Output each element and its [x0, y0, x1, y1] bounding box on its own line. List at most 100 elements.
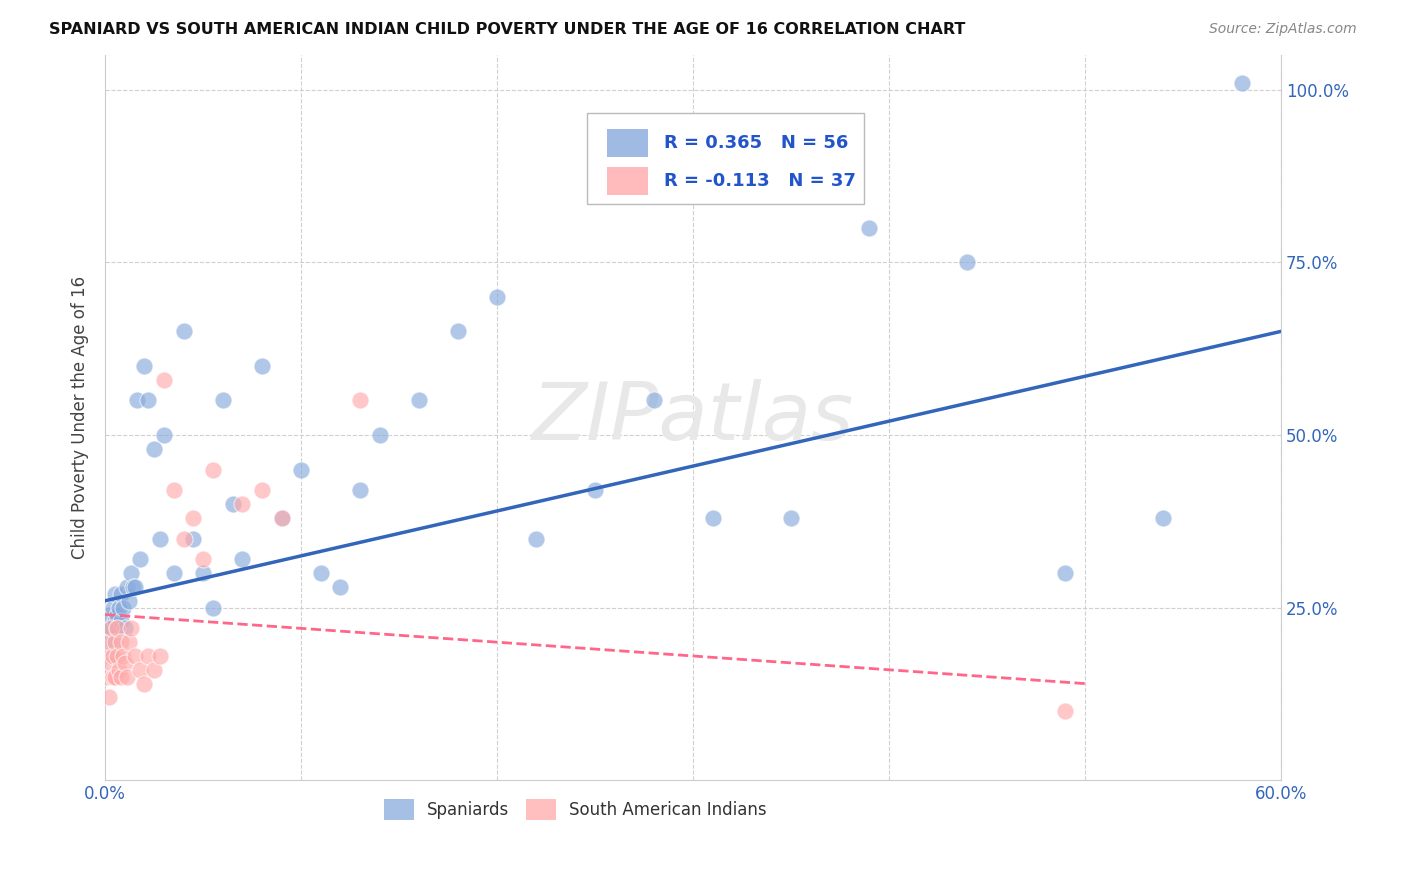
Point	[1054, 704, 1077, 718]
Point	[98, 690, 121, 705]
Text: R = 0.365   N = 56: R = 0.365 N = 56	[664, 134, 848, 152]
Point	[408, 393, 430, 408]
Point	[173, 532, 195, 546]
Point	[101, 670, 124, 684]
Point	[583, 483, 606, 498]
Point	[100, 621, 122, 635]
Point	[96, 648, 118, 663]
Point	[201, 462, 224, 476]
Point	[96, 621, 118, 635]
Point	[221, 497, 243, 511]
Point	[129, 552, 152, 566]
Point	[105, 621, 128, 635]
Point	[270, 511, 292, 525]
Point	[120, 566, 142, 581]
Point	[143, 663, 166, 677]
Point	[100, 656, 122, 670]
Point	[110, 615, 132, 629]
Point	[149, 648, 172, 663]
Point	[193, 552, 215, 566]
Point	[101, 635, 124, 649]
Point	[329, 580, 352, 594]
Point	[129, 663, 152, 677]
Point	[96, 670, 118, 684]
Point	[349, 483, 371, 498]
Point	[231, 552, 253, 566]
Point	[136, 648, 159, 663]
Point	[115, 580, 138, 594]
Point	[1054, 566, 1077, 581]
Point	[183, 532, 205, 546]
Point	[153, 428, 176, 442]
Point	[105, 648, 128, 663]
Point	[368, 428, 391, 442]
Point	[98, 635, 121, 649]
Point	[309, 566, 332, 581]
Point	[780, 511, 803, 525]
Point	[136, 393, 159, 408]
Point	[1230, 76, 1253, 90]
Point	[447, 325, 470, 339]
Point	[211, 393, 233, 408]
Point	[250, 483, 273, 498]
Point	[153, 373, 176, 387]
Point	[349, 393, 371, 408]
Point	[134, 676, 156, 690]
Point	[120, 621, 142, 635]
Point	[104, 670, 127, 684]
Point	[702, 511, 724, 525]
FancyBboxPatch shape	[607, 168, 648, 194]
Point	[105, 607, 128, 622]
Point	[114, 621, 136, 635]
Text: SPANIARD VS SOUTH AMERICAN INDIAN CHILD POVERTY UNDER THE AGE OF 16 CORRELATION : SPANIARD VS SOUTH AMERICAN INDIAN CHILD …	[49, 22, 966, 37]
Point	[115, 670, 138, 684]
Point	[100, 621, 122, 635]
Point	[486, 290, 509, 304]
Point	[104, 615, 127, 629]
Point	[100, 648, 122, 663]
Point	[524, 532, 547, 546]
Point	[118, 635, 141, 649]
Point	[163, 566, 186, 581]
Point	[858, 220, 880, 235]
Point	[110, 635, 132, 649]
Point	[121, 580, 143, 594]
Point	[104, 635, 127, 649]
FancyBboxPatch shape	[607, 129, 648, 156]
Point	[101, 600, 124, 615]
Point	[110, 587, 132, 601]
Point	[183, 511, 205, 525]
FancyBboxPatch shape	[588, 113, 863, 203]
Text: ZIPatlas: ZIPatlas	[531, 379, 855, 457]
Text: R = -0.113   N = 37: R = -0.113 N = 37	[664, 172, 856, 190]
Point	[231, 497, 253, 511]
Point	[98, 635, 121, 649]
Point	[105, 621, 128, 635]
Point	[101, 648, 124, 663]
Point	[111, 600, 134, 615]
Point	[124, 648, 146, 663]
Legend: Spaniards, South American Indians: Spaniards, South American Indians	[377, 793, 773, 826]
Point	[98, 607, 121, 622]
Point	[104, 587, 127, 601]
Text: Source: ZipAtlas.com: Source: ZipAtlas.com	[1209, 22, 1357, 37]
Point	[125, 393, 148, 408]
Point	[270, 511, 292, 525]
Point	[201, 600, 224, 615]
Point	[193, 566, 215, 581]
Point	[110, 670, 132, 684]
Point	[118, 593, 141, 607]
Point	[163, 483, 186, 498]
Point	[643, 393, 665, 408]
Point	[108, 663, 131, 677]
Point	[250, 359, 273, 373]
Y-axis label: Child Poverty Under the Age of 16: Child Poverty Under the Age of 16	[72, 277, 89, 559]
Point	[149, 532, 172, 546]
Point	[108, 600, 131, 615]
Point	[114, 656, 136, 670]
Point	[1152, 511, 1174, 525]
Point	[290, 462, 312, 476]
Point	[134, 359, 156, 373]
Point	[956, 255, 979, 269]
Point	[173, 325, 195, 339]
